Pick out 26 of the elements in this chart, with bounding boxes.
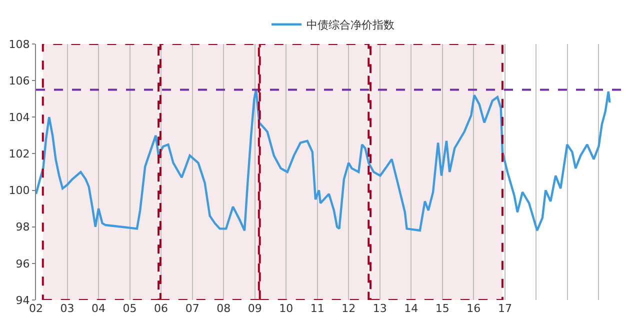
x-tick-label: 13 (372, 302, 387, 315)
x-tick-label: 05 (122, 302, 137, 315)
y-tick-label: 102 (8, 148, 30, 161)
x-tick-label: 10 (279, 302, 294, 315)
x-tick-label: 16 (466, 302, 481, 315)
x-tick-label: 06 (154, 302, 168, 315)
x-tick-label: 17 (498, 302, 512, 315)
x-tick-label: 11 (310, 302, 324, 315)
x-tick-label: 14 (404, 302, 418, 315)
y-tick-label: 98 (16, 220, 30, 234)
y-tick-label: 104 (8, 110, 30, 124)
x-tick-label: 09 (248, 302, 262, 315)
y-tick-label: 106 (8, 74, 30, 88)
x-tick-label: 03 (60, 302, 74, 315)
x-tick-label: 04 (92, 302, 106, 315)
y-tick-label: 108 (8, 38, 30, 51)
legend-label: 中债综合净价指数 (306, 18, 394, 32)
x-tick-label: 07 (185, 302, 200, 315)
x-tick-label: 12 (342, 302, 356, 315)
x-tick-label: 02 (29, 302, 43, 315)
y-tick-label: 100 (8, 184, 30, 198)
x-tick-label: 15 (435, 302, 450, 315)
x-tick-label: 08 (216, 302, 231, 315)
y-tick-label: 94 (16, 294, 30, 307)
y-tick-label: 96 (16, 257, 30, 270)
line-series (36, 88, 611, 232)
